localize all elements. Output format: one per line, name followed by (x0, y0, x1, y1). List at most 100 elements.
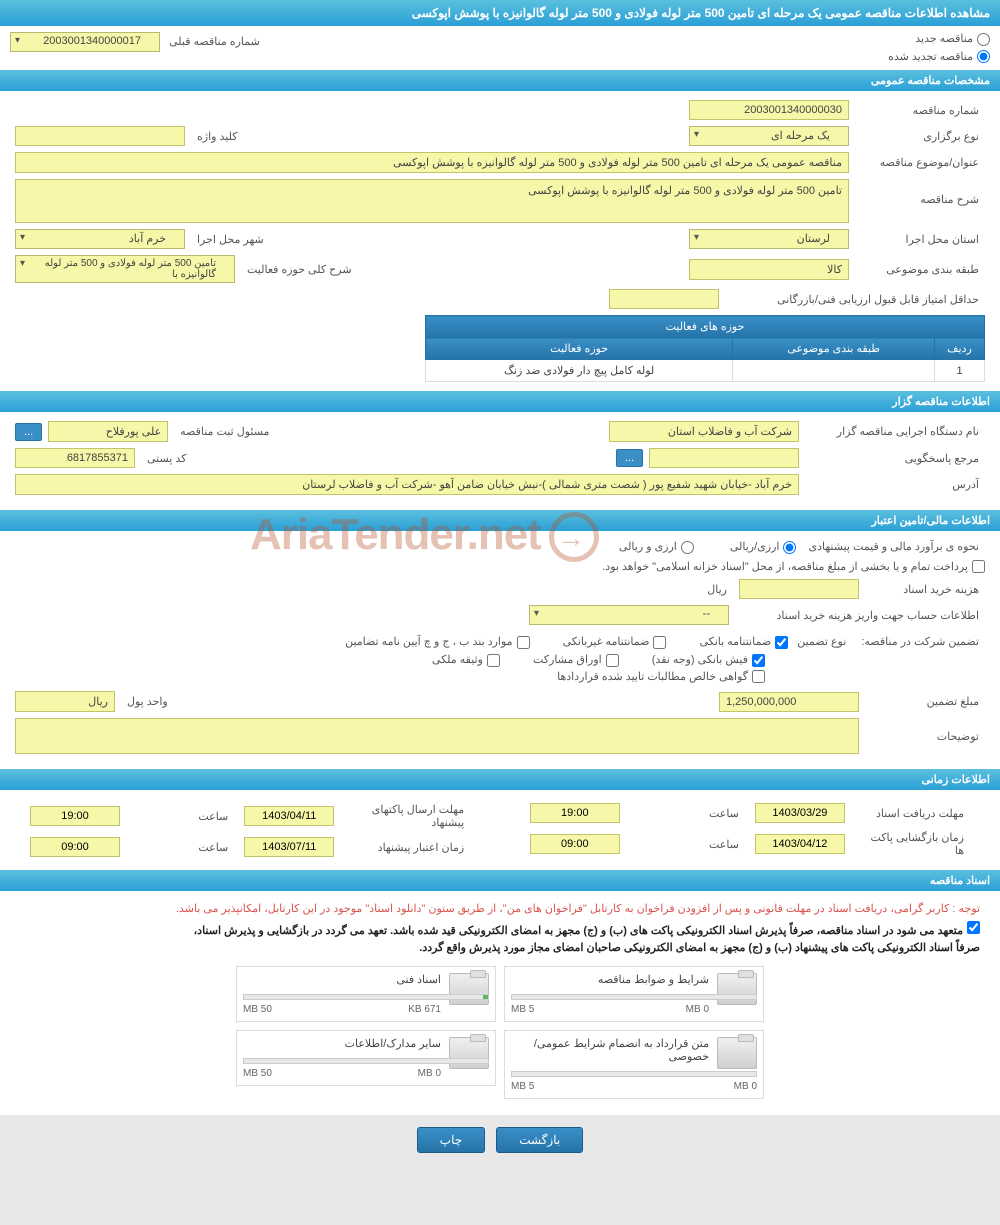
print-button[interactable]: چاپ (417, 1127, 485, 1153)
doc-deadline-date: 1403/03/29 (755, 803, 845, 823)
keyword-label: کلید واژه (191, 130, 243, 143)
file-block-2[interactable]: متن قرارداد به انضمام شرایط عمومی/خصوصی … (504, 1030, 764, 1099)
tender-no-label: شماره مناقصه (855, 104, 985, 117)
chk-clauses[interactable]: موارد بند ب ، ج و چ آیین نامه تضامین (345, 635, 529, 649)
desc-field: تامین 500 متر لوله فولادی و 500 متر لوله… (15, 179, 849, 223)
title-field: مناقصه عمومی یک مرحله ای تامین 500 متر ل… (15, 152, 849, 173)
folder-icon (449, 1037, 489, 1069)
notes-field[interactable] (15, 718, 859, 754)
activities-table-title: حوزه های فعالیت (426, 316, 985, 338)
contact-label: مرجع پاسخگویی (805, 452, 985, 465)
back-button[interactable]: بازگشت (496, 1127, 583, 1153)
bid-deadline-time: 19:00 (30, 806, 120, 826)
tender-no-field: 2003001340000030 (689, 100, 849, 120)
method-label: نحوه ی برآورد مالی و قیمت پیشنهادی (802, 540, 985, 553)
category-label: طبقه بندی موضوعی (855, 263, 985, 276)
folder-icon (449, 973, 489, 1005)
activity-desc-label: شرح کلی حوزه فعالیت (241, 263, 358, 276)
prev-no-select[interactable]: 2003001340000017 (10, 32, 160, 52)
chk-contracts[interactable]: گواهی خالص مطالبات تایید شده قراردادها (557, 670, 765, 684)
city-select[interactable]: خرم آباد (15, 229, 185, 249)
section-org-header: اطلاعات مناقصه گزار (0, 390, 1000, 413)
radio-new-label: مناقصه جدید (915, 33, 973, 45)
chk-property[interactable]: وثیقه ملکی (432, 653, 500, 667)
folder-icon (717, 1037, 757, 1069)
method-opt1[interactable]: ارزی/ریالی (730, 540, 797, 554)
org-name-field: شرکت آب و فاضلاب استان (609, 421, 799, 442)
province-label: استان محل اجرا (855, 233, 985, 246)
open-date: 1403/04/12 (755, 834, 845, 854)
city-label: شهر محل اجرا (191, 233, 270, 246)
title-label: عنوان/موضوع مناقصه (855, 156, 985, 169)
category-field: کالا (689, 259, 849, 280)
doc-deadline-label: مهلت دریافت اسناد (855, 807, 970, 820)
chk-bank[interactable]: ضمانتنامه بانکی (700, 635, 789, 649)
file-used: 0 MB (734, 1081, 757, 1092)
radio-renewed[interactable]: مناقصه تجدید شده (888, 50, 990, 64)
time-label-3: ساعت (130, 810, 234, 823)
radio-new[interactable]: مناقصه جدید (915, 32, 990, 46)
radio-renewed-label: مناقصه تجدید شده (888, 51, 973, 63)
province-select[interactable]: لرستان (689, 229, 849, 249)
unit-field: ریال (15, 691, 115, 712)
validity-label: زمان اعتبار پیشنهاد (344, 841, 470, 854)
currency-label: ریال (701, 583, 733, 596)
open-label: زمان بازگشایی پاکت ها (855, 831, 970, 857)
guarantee-type-label: نوع تضمین (791, 635, 852, 648)
method-opt2[interactable]: ارزی و ریالی (619, 540, 694, 554)
chk-bonds[interactable]: اوراق مشارکت (533, 653, 619, 667)
docs-warning: توجه : کاربر گرامی، دریافت اسناد در مهلت… (10, 898, 990, 919)
prev-no-label: شماره مناقصه قبلی (163, 35, 266, 48)
contact-dots-button[interactable]: ... (616, 449, 643, 467)
docs-note2: صرفاً اسناد الکترونیکی پاکت های پیشنهاد … (10, 939, 990, 956)
progress-bar (243, 1058, 489, 1064)
open-time: 09:00 (530, 834, 620, 854)
amount-field: 1,250,000,000 (719, 692, 859, 712)
cell-activity: لوله کامل پیچ دار فولادی ضد زنگ (426, 360, 733, 382)
progress-bar (511, 994, 757, 1000)
notes-label: توضیحات (865, 718, 985, 743)
file-used: 671 KB (408, 1004, 441, 1015)
org-name-label: نام دستگاه اجرایی مناقصه گزار (805, 425, 985, 438)
chk-nonbank[interactable]: ضمانتنامه غیربانکی (563, 635, 667, 649)
file-block-3[interactable]: سایر مدارک/اطلاعات 0 MB50 MB (236, 1030, 496, 1086)
commitment-check[interactable] (967, 921, 980, 934)
col-activity: حوزه فعالیت (426, 338, 733, 360)
min-score-field[interactable] (609, 289, 719, 309)
guarantee-label: تضمین شرکت در مناقصه: (855, 635, 985, 648)
col-category: طبقه بندی موضوعی (733, 338, 935, 360)
time-label-4: ساعت (130, 841, 234, 854)
min-score-label: حداقل امتیاز قابل قبول ارزیابی فنی/بازرگ… (725, 293, 985, 306)
cell-category (733, 360, 935, 382)
file-block-0[interactable]: شرایط و ضوابط مناقصه 0 MB5 MB (504, 966, 764, 1022)
folder-icon (717, 973, 757, 1005)
type-select[interactable]: یک مرحله ای (689, 126, 849, 146)
account-label: اطلاعات حساب جهت واریز هزینه خرید اسناد (735, 609, 985, 622)
progress-bar (511, 1071, 757, 1077)
file-used: 0 MB (418, 1068, 441, 1079)
amount-label: مبلغ تضمین (865, 695, 985, 708)
address-label: آدرس (805, 478, 985, 491)
section-general-header: مشخصات مناقصه عمومی (0, 69, 1000, 92)
desc-label: شرح مناقصه (855, 179, 985, 206)
section-financial-header: اطلاعات مالی/تامین اعتبار (0, 509, 1000, 532)
keyword-field[interactable] (15, 126, 185, 146)
activity-desc-select[interactable]: تامین 500 متر لوله فولادی و 500 متر لوله… (15, 255, 235, 283)
rep-dots-button[interactable]: ... (15, 423, 42, 441)
col-row: ردیف (935, 338, 985, 360)
account-select[interactable]: -- (529, 605, 729, 625)
doc-fee-field[interactable] (739, 579, 859, 599)
contact-field[interactable] (649, 448, 799, 468)
file-max: 5 MB (511, 1004, 534, 1015)
doc-deadline-time: 19:00 (530, 803, 620, 823)
chk-cash[interactable]: فیش بانکی (وجه نقد) (652, 653, 765, 667)
validity-time: 09:00 (30, 837, 120, 857)
cell-row: 1 (935, 360, 985, 382)
address-field: خرم آباد -خیابان شهید شفیع پور ( شصت متر… (15, 474, 799, 495)
rep-label: مسئول ثبت مناقصه (174, 425, 275, 438)
file-max: 50 MB (243, 1068, 272, 1079)
treasury-check[interactable]: پرداخت تمام و یا بخشی از مبلغ مناقصه، از… (602, 560, 985, 574)
file-block-1[interactable]: اسناد فنی 671 KB50 MB (236, 966, 496, 1022)
section-timing-header: اطلاعات زمانی (0, 768, 1000, 791)
page-title: مشاهده اطلاعات مناقصه عمومی یک مرحله ای … (0, 0, 1000, 26)
